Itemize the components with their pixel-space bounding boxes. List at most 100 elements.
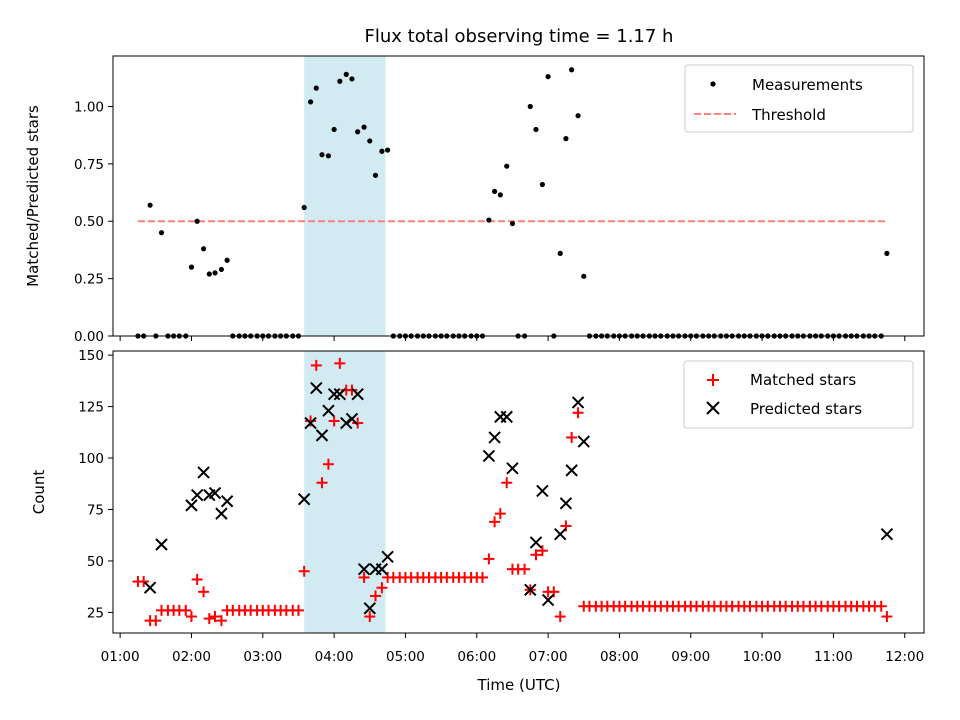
measurement-point: [557, 250, 563, 256]
bottom-shaded-interval: [304, 351, 386, 633]
measurement-point: [563, 136, 569, 142]
measurement-point: [569, 67, 575, 73]
bottom-y-tick-label: 100: [78, 451, 104, 467]
x-tick-label: 02:00: [172, 649, 211, 665]
predicted-star-point: [541, 593, 555, 607]
predicted-star-point: [375, 562, 389, 576]
measurement-point: [527, 103, 533, 110]
bottom-legend: Matched stars Predicted stars: [683, 360, 914, 429]
measurement-point: [307, 99, 314, 105]
measurement-point: [337, 78, 343, 84]
measurement-point: [372, 172, 379, 178]
measurement-point: [319, 152, 325, 158]
predicted-star-point: [554, 527, 567, 541]
matched-star-point: [358, 571, 370, 583]
measurement-point: [361, 124, 367, 130]
predicted-star-point: [357, 562, 371, 576]
matched-star-point: [191, 573, 203, 585]
predicted-star-point: [488, 431, 501, 444]
measurement-point: [200, 246, 207, 252]
predicted-star-point: [571, 396, 585, 409]
measurement-point: [343, 71, 349, 77]
bottom-y-axis-label: Count: [30, 470, 48, 515]
predicted-star-point: [381, 550, 394, 564]
matched-star-point: [328, 415, 340, 427]
top-axes: 0.00 0.25 0.50 0.75 1.00 Matched/Predicted s…: [24, 55, 925, 345]
matched-star-point: [305, 415, 317, 427]
matched-star-point: [298, 565, 310, 577]
legend-marker-measurements: [710, 81, 716, 87]
legend-marker-predicted: [706, 401, 720, 415]
x-tick-label: 06:00: [457, 649, 496, 665]
predicted-star-point: [143, 581, 157, 594]
predicted-star-point: [208, 486, 222, 500]
predicted-star-point: [304, 416, 317, 430]
chart-title: Flux total observing time = 1.17 h: [365, 26, 674, 47]
measurement-point: [194, 218, 200, 224]
predicted-star-point: [345, 412, 359, 426]
matched-star-point: [572, 407, 584, 419]
matched-star-point: [483, 553, 495, 565]
measurement-point: [325, 153, 332, 159]
measurement-point: [539, 181, 545, 188]
matched-star-point: [209, 611, 221, 623]
measurement-point: [545, 74, 551, 80]
measurement-point: [147, 202, 153, 208]
matched-star-point: [489, 516, 501, 528]
predicted-star-point: [529, 536, 543, 549]
predicted-star-point: [310, 381, 323, 395]
top-y-tick-label: 0.00: [74, 329, 104, 345]
bottom-y-tick-label: 150: [78, 348, 104, 364]
measurement-point: [575, 113, 581, 119]
matched-star-point: [554, 611, 566, 623]
matched-star-point: [881, 611, 893, 623]
matched-star-point: [198, 586, 210, 598]
top-y-tick-label: 0.25: [74, 272, 104, 288]
top-y-axis-label: Matched/Predicted stars: [24, 105, 42, 287]
measurement-point: [385, 147, 391, 153]
measurement-point: [367, 138, 373, 144]
top-shaded-interval: [304, 56, 386, 336]
x-tick-label: 08:00: [600, 649, 639, 665]
predicted-star-point: [333, 388, 347, 401]
x-tick-label: 09:00: [671, 649, 710, 665]
x-tick-label: 04:00: [315, 649, 354, 665]
measurement-point: [509, 220, 516, 227]
measurement-point: [497, 192, 503, 198]
matched-star-point: [369, 590, 381, 602]
measurement-point: [313, 85, 319, 91]
x-axis-label: Time (UTC): [477, 676, 561, 694]
top-axes-frame: [112, 55, 925, 337]
matched-star-point: [203, 613, 215, 625]
measurement-point: [533, 126, 539, 133]
top-y-tick-label: 0.50: [74, 214, 104, 230]
predicted-star-point: [500, 410, 513, 424]
matched-star-point: [215, 615, 227, 627]
matched-star-point: [364, 611, 376, 623]
predicted-star-point: [565, 464, 578, 477]
measurement-point: [581, 273, 587, 279]
measurement-point: [331, 126, 337, 133]
predicted-star-point: [351, 388, 364, 401]
matched-star-point: [519, 563, 531, 575]
top-y-tick-label: 1.00: [74, 99, 104, 115]
measurement-point: [884, 250, 890, 256]
predicted-star-point: [322, 404, 335, 417]
predicted-star-point: [506, 462, 519, 475]
predicted-star-point: [185, 499, 198, 512]
predicted-star-point: [197, 466, 210, 479]
bottom-axes-frame: [112, 350, 925, 634]
matched-star-point: [501, 477, 513, 489]
predicted-star-point: [327, 388, 341, 401]
x-tick-label: 05:00: [386, 649, 425, 665]
matched-star-point: [180, 604, 192, 616]
matched-star-point: [185, 611, 197, 623]
matched-star-point: [376, 582, 388, 594]
measurement-point: [206, 271, 212, 277]
predicted-star-point: [315, 429, 329, 442]
legend-label-matched: Matched stars: [750, 371, 856, 389]
top-y-tick-label: 0.75: [74, 157, 104, 173]
top-legend: Measurements Threshold: [684, 64, 914, 133]
predicted-star-point: [524, 583, 537, 596]
